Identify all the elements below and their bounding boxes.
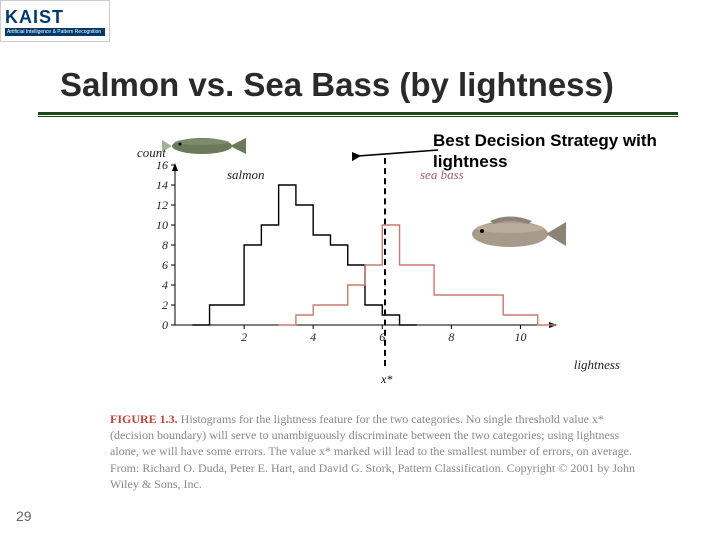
figure-caption-text: Histograms for the lightness feature for… (110, 412, 635, 491)
kaist-logo: KAIST Artificial Intelligence & Pattern … (0, 0, 110, 42)
svg-text:10: 10 (156, 218, 168, 232)
svg-text:14: 14 (156, 178, 168, 192)
chart-canvas: 0 2 4 6 8 10 12 14 16 2 4 6 8 10 (145, 155, 565, 355)
x-axis-label: lightness (574, 357, 620, 373)
slide: KAIST Artificial Intelligence & Pattern … (0, 0, 720, 540)
svg-text:4: 4 (310, 330, 316, 344)
logo-text: KAIST (5, 7, 105, 28)
svg-text:12: 12 (156, 198, 168, 212)
title-underline (38, 112, 678, 115)
svg-text:6: 6 (379, 330, 385, 344)
series-label-seabass: sea bass (420, 167, 464, 183)
svg-text:4: 4 (162, 278, 168, 292)
svg-text:2: 2 (162, 298, 168, 312)
x-star-label: x* (381, 372, 392, 387)
svg-text:16: 16 (156, 158, 168, 172)
logo-subtext: Artificial Intelligence & Pattern Recogn… (5, 28, 105, 36)
title-underline-thin (38, 116, 678, 117)
series-label-salmon: salmon (227, 167, 265, 183)
svg-text:8: 8 (448, 330, 454, 344)
histogram-chart: count 0246810121416246810 salmon sea bas… (145, 155, 600, 405)
page-number: 29 (16, 508, 32, 524)
slide-title: Salmon vs. Sea Bass (by lightness) (60, 66, 614, 104)
svg-text:6: 6 (162, 258, 168, 272)
svg-text:10: 10 (514, 330, 526, 344)
figure-caption: FIGURE 1.3. Histograms for the lightness… (110, 411, 640, 492)
svg-text:0: 0 (162, 318, 168, 332)
figure-label: FIGURE 1.3. (110, 412, 178, 426)
svg-text:8: 8 (162, 238, 168, 252)
svg-text:2: 2 (241, 330, 247, 344)
